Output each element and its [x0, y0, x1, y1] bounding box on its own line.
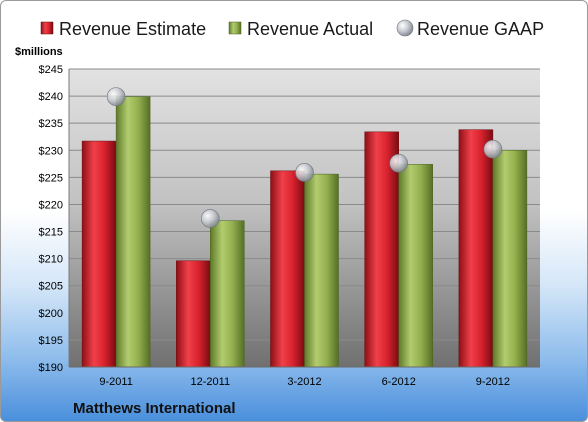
- y-tick-label: $245: [39, 64, 63, 76]
- legend-label: Revenue Estimate: [59, 19, 206, 39]
- bar-revenue-actual: [304, 173, 339, 368]
- x-tick-label: 12-2011: [191, 376, 231, 388]
- bars: [81, 96, 528, 368]
- y-tick-label: $190: [39, 362, 63, 374]
- y-tick-label: $235: [39, 118, 63, 130]
- legend-swatch: [40, 21, 54, 35]
- x-tick-label: 9-2011: [99, 376, 132, 388]
- bar-revenue-actual: [492, 150, 528, 368]
- x-tick-label: 3-2012: [287, 376, 321, 388]
- point-revenue-gaap: [389, 153, 409, 173]
- y-tick-label: $215: [39, 227, 63, 239]
- unit-label: $millions: [15, 46, 63, 58]
- legend-label: Revenue GAAP: [417, 19, 544, 39]
- bar-revenue-actual: [398, 164, 433, 368]
- y-axis: $190 $195 $200 $205 $210 $215 $220 $225 $230 $235…: [39, 64, 70, 374]
- y-tick-label: $210: [39, 254, 63, 266]
- legend-label: Revenue Actual: [247, 19, 373, 39]
- legend: Revenue Estimate Revenue Actual Revenue GA…: [40, 19, 544, 39]
- legend-swatch: [396, 19, 414, 37]
- y-tick-label: $240: [39, 91, 63, 103]
- bar-revenue-estimate: [364, 131, 399, 368]
- y-tick-label: $195: [39, 335, 63, 347]
- bar-revenue-actual: [210, 220, 245, 368]
- point-revenue-gaap: [106, 87, 126, 106]
- point-revenue-gaap: [295, 163, 314, 182]
- bar-revenue-estimate: [176, 260, 211, 368]
- point-revenue-gaap: [483, 139, 503, 159]
- gaap-points: [106, 87, 503, 228]
- legend-swatch: [228, 21, 242, 35]
- y-tick-label: $230: [39, 145, 63, 157]
- point-revenue-gaap: [201, 209, 220, 228]
- y-tick-label: $205: [39, 281, 63, 293]
- y-tick-label: $225: [39, 172, 63, 184]
- x-tick-label: 9-2012: [476, 376, 510, 388]
- company-name: Matthews International: [73, 400, 236, 417]
- bar-revenue-estimate: [458, 129, 494, 368]
- x-axis: 9-2011 12-2011 3-2012 6-2012 9-2012: [69, 366, 540, 388]
- bar-revenue-actual: [115, 96, 151, 368]
- y-tick-label: $220: [39, 199, 63, 211]
- y-tick-label: $200: [39, 308, 63, 320]
- bar-revenue-estimate: [81, 140, 117, 368]
- bar-revenue-estimate: [270, 170, 305, 368]
- x-tick-label: 6-2012: [382, 376, 416, 388]
